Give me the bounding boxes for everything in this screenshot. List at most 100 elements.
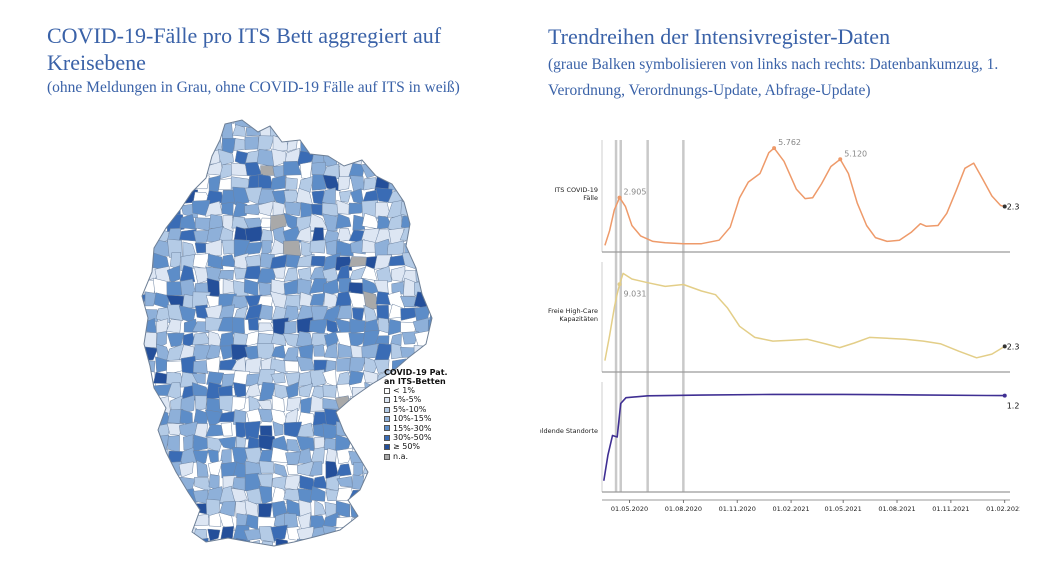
district-cell	[178, 150, 195, 168]
district-cell	[388, 500, 404, 519]
district-cell	[425, 526, 432, 541]
district-cell	[155, 489, 173, 501]
legend-label: 1%-5%	[393, 395, 422, 405]
series-label: Meldende Standorte	[540, 427, 598, 435]
district-cell	[322, 213, 339, 232]
district-cell	[426, 279, 432, 297]
district-cell	[349, 538, 366, 546]
district-cell	[142, 174, 146, 191]
district-cell	[284, 360, 300, 373]
right-panel-title: Trendreihen der Intensivregister-Daten (…	[548, 22, 1048, 104]
district-cell	[373, 489, 390, 504]
district-cell	[414, 226, 432, 245]
district-cell	[192, 332, 212, 346]
district-cell	[196, 537, 209, 546]
district-cell	[142, 123, 144, 139]
trend-subtitle: (graue Balken symbolisieren von links na…	[548, 56, 999, 99]
district-cell	[376, 265, 393, 284]
legend-label: 5%-10%	[393, 404, 427, 414]
district-cell	[309, 369, 326, 388]
district-cell	[285, 177, 298, 190]
district-cell	[179, 264, 196, 283]
district-cell	[142, 512, 146, 531]
district-cell	[418, 537, 431, 546]
district-cell	[361, 527, 381, 539]
district-cell	[179, 409, 193, 426]
district-cell	[414, 513, 432, 528]
district-cell	[402, 120, 418, 127]
district-cell	[244, 303, 262, 321]
district-cell	[310, 125, 327, 136]
x-tick-label: 01.05.2020	[611, 505, 648, 513]
district-cell	[425, 215, 432, 232]
district-cell	[194, 395, 208, 412]
annotation-label: 9.031	[624, 289, 647, 298]
district-cell	[219, 539, 234, 546]
district-cell	[311, 190, 325, 205]
annotation-label: 5.120	[844, 149, 867, 158]
district-cell	[218, 500, 236, 517]
district-cell	[309, 538, 325, 546]
district-cell	[244, 136, 259, 150]
district-cell	[257, 135, 275, 152]
district-cell	[440, 164, 450, 178]
district-cell	[274, 463, 289, 478]
district-cell	[143, 539, 156, 546]
district-cell	[413, 190, 431, 206]
district-cell	[428, 120, 432, 126]
district-cell	[130, 164, 141, 178]
district-cell	[390, 513, 405, 530]
district-cell	[142, 227, 146, 244]
district-cell	[275, 538, 290, 546]
district-cell	[166, 265, 181, 283]
district-cell	[232, 382, 247, 398]
district-cell	[142, 189, 143, 201]
district-cell	[193, 229, 211, 244]
district-cell	[425, 199, 432, 217]
district-cell	[334, 525, 354, 542]
district-cell	[142, 329, 147, 349]
district-cell	[402, 477, 418, 489]
x-tick-label: 01.11.2020	[719, 505, 756, 513]
district-cell	[142, 317, 146, 336]
series-label: Freie High-Care Kapazitäten	[548, 307, 598, 323]
district-cell	[284, 201, 302, 217]
district-cell	[417, 460, 432, 479]
annotation-dot	[1002, 393, 1007, 398]
district-cell	[259, 229, 274, 244]
district-cell	[350, 526, 365, 542]
district-cell	[142, 266, 147, 283]
legend-row: 15%-30%	[384, 424, 448, 433]
district-cell	[387, 161, 405, 180]
district-cell	[441, 487, 450, 502]
district-cell	[363, 304, 378, 323]
district-cell	[378, 317, 390, 334]
district-cell	[349, 120, 365, 126]
district-cell	[335, 122, 351, 138]
district-cell	[166, 524, 185, 542]
district-cell	[322, 384, 337, 398]
district-cell	[414, 123, 431, 141]
district-cell	[258, 460, 275, 474]
district-cell	[247, 317, 259, 331]
district-cell	[374, 527, 391, 540]
district-cell	[142, 412, 144, 426]
district-cell	[322, 123, 339, 141]
district-cell	[426, 125, 432, 140]
district-cell	[426, 173, 432, 192]
annotation-label: 5.762	[778, 138, 801, 147]
district-cell	[414, 149, 432, 167]
district-cell	[142, 359, 147, 373]
district-cell	[361, 120, 380, 129]
district-cell	[426, 486, 432, 504]
district-cell	[442, 347, 450, 361]
district-cell	[349, 318, 366, 334]
germany-district-map	[130, 119, 450, 547]
district-cell	[388, 473, 407, 489]
district-cell	[310, 446, 325, 465]
district-cell	[414, 499, 431, 515]
district-cell	[322, 368, 337, 388]
series-line	[603, 393, 1005, 481]
district-cell	[335, 213, 352, 229]
district-cell	[243, 420, 261, 440]
